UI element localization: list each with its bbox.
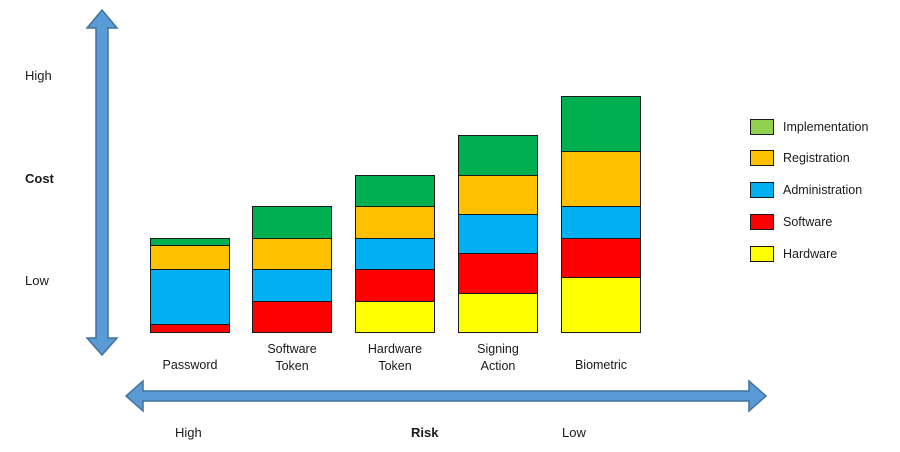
bar-segment-implementation <box>150 237 230 247</box>
category-label: Signing Action <box>477 342 519 373</box>
risk-axis-arrow <box>124 379 768 413</box>
bar-segment-implementation <box>252 206 332 239</box>
legend-swatch <box>750 246 774 262</box>
bar-segment-hardware <box>355 300 435 333</box>
cost-axis-arrow <box>85 8 119 357</box>
legend-swatch <box>750 214 774 230</box>
legend-swatch <box>750 150 774 166</box>
legend-label: Implementation <box>783 120 869 134</box>
category-label: Hardware Token <box>367 342 423 373</box>
legend-label: Administration <box>783 183 863 197</box>
bar-segment-registration <box>561 150 641 207</box>
category-label: Software Token <box>267 342 317 373</box>
bar-segment-software <box>458 253 538 294</box>
bar-segment-registration <box>458 174 538 215</box>
bar-segment-implementation <box>561 95 641 152</box>
bar-segment-administration <box>458 213 538 255</box>
bar-segment-registration <box>252 237 332 270</box>
legend-swatch <box>750 119 774 135</box>
legend-label: Hardware <box>783 247 838 261</box>
bar-segment-hardware <box>561 276 641 333</box>
bar-segment-software <box>252 300 332 333</box>
bar-segment-administration <box>150 269 230 326</box>
category-label: Password <box>162 358 218 372</box>
bar-segment-implementation <box>458 135 538 176</box>
bar-segment-registration <box>355 206 435 239</box>
bar-segment-administration <box>355 237 435 270</box>
bar-segment-software <box>150 324 230 333</box>
category-label: Biometric <box>574 358 628 372</box>
cost-low-label: Low <box>25 273 49 288</box>
cost-axis-title: Cost <box>25 171 54 186</box>
bar-segment-hardware <box>458 292 538 333</box>
cost-high-label: High <box>25 68 52 83</box>
bar-segment-registration <box>150 245 230 270</box>
legend-label: Software <box>783 215 833 229</box>
bar-segment-administration <box>561 206 641 239</box>
bar-segment-software <box>355 269 435 302</box>
bar-segment-implementation <box>355 174 435 207</box>
risk-low-label: Low <box>562 425 586 440</box>
risk-high-label: High <box>175 425 202 440</box>
bar-segment-software <box>561 237 641 278</box>
bar-segment-administration <box>252 269 332 302</box>
legend-swatch <box>750 182 774 198</box>
legend-label: Registration <box>783 151 850 165</box>
risk-axis-title: Risk <box>411 425 439 440</box>
